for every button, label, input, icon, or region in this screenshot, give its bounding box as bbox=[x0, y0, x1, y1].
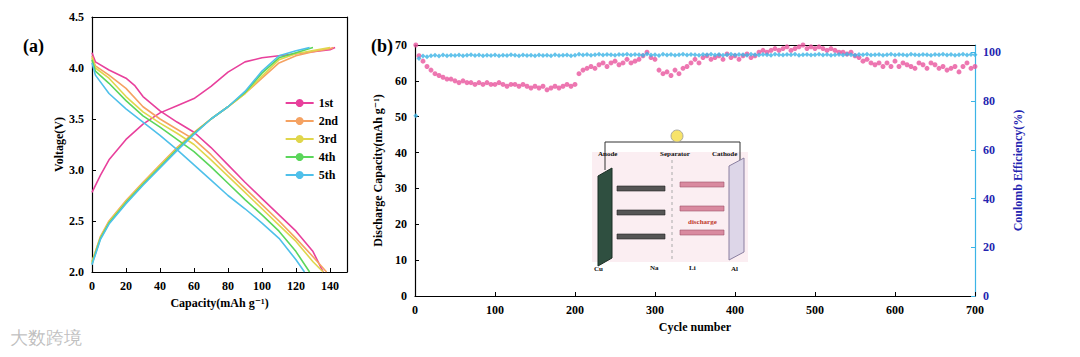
svg-text:60: 60 bbox=[395, 74, 407, 88]
svg-text:(a): (a) bbox=[23, 36, 44, 57]
svg-text:Coulomb Efficiency(%): Coulomb Efficiency(%) bbox=[1011, 110, 1025, 232]
svg-text:4.5: 4.5 bbox=[69, 10, 84, 24]
svg-text:20: 20 bbox=[395, 217, 407, 231]
svg-text:3rd: 3rd bbox=[319, 132, 337, 146]
svg-text:Anode: Anode bbox=[598, 150, 617, 158]
svg-text:120: 120 bbox=[287, 279, 305, 293]
svg-text:3.5: 3.5 bbox=[69, 112, 84, 126]
svg-text:Capacity(mAh g⁻¹): Capacity(mAh g⁻¹) bbox=[170, 296, 268, 310]
svg-text:0: 0 bbox=[983, 289, 989, 303]
svg-text:100: 100 bbox=[253, 279, 271, 293]
svg-text:40: 40 bbox=[983, 192, 995, 206]
svg-text:600: 600 bbox=[886, 303, 904, 317]
svg-text:Li: Li bbox=[689, 264, 696, 272]
svg-text:10: 10 bbox=[395, 253, 407, 267]
svg-text:70: 70 bbox=[395, 38, 407, 52]
svg-text:Cycle number: Cycle number bbox=[659, 320, 732, 334]
svg-text:20: 20 bbox=[120, 279, 132, 293]
svg-text:400: 400 bbox=[726, 303, 744, 317]
svg-text:(b): (b) bbox=[371, 36, 393, 57]
svg-text:Al: Al bbox=[731, 265, 738, 273]
svg-text:4.0: 4.0 bbox=[69, 61, 84, 75]
svg-text:5th: 5th bbox=[319, 168, 336, 182]
svg-text:2nd: 2nd bbox=[319, 114, 339, 128]
svg-text:Separator: Separator bbox=[660, 150, 690, 158]
svg-text:30: 30 bbox=[395, 181, 407, 195]
svg-text:Voltage(V): Voltage(V) bbox=[52, 117, 66, 172]
svg-text:3.0: 3.0 bbox=[69, 163, 84, 177]
svg-text:20: 20 bbox=[983, 240, 995, 254]
svg-text:1st: 1st bbox=[319, 96, 334, 110]
svg-text:2.5: 2.5 bbox=[69, 214, 84, 228]
svg-text:40: 40 bbox=[395, 146, 407, 160]
svg-text:4th: 4th bbox=[319, 150, 336, 164]
svg-text:Discharge Capacity(mAh g⁻¹): Discharge Capacity(mAh g⁻¹) bbox=[371, 94, 385, 247]
svg-text:0: 0 bbox=[401, 289, 407, 303]
svg-text:100: 100 bbox=[486, 303, 504, 317]
svg-text:80: 80 bbox=[983, 94, 995, 108]
svg-text:50: 50 bbox=[395, 110, 407, 124]
svg-text:0: 0 bbox=[89, 279, 95, 293]
svg-text:40: 40 bbox=[154, 279, 166, 293]
svg-text:80: 80 bbox=[222, 279, 234, 293]
svg-text:discharge: discharge bbox=[688, 218, 717, 226]
svg-text:Cu: Cu bbox=[594, 265, 603, 273]
svg-text:100: 100 bbox=[983, 45, 1001, 59]
svg-text:140: 140 bbox=[321, 279, 339, 293]
svg-text:500: 500 bbox=[806, 303, 824, 317]
svg-text:200: 200 bbox=[566, 303, 584, 317]
svg-text:60: 60 bbox=[983, 143, 995, 157]
svg-text:Cathode: Cathode bbox=[712, 150, 737, 158]
svg-text:60: 60 bbox=[188, 279, 200, 293]
svg-text:700: 700 bbox=[966, 303, 984, 317]
svg-text:300: 300 bbox=[646, 303, 664, 317]
svg-text:0: 0 bbox=[412, 303, 418, 317]
svg-text:大数跨境: 大数跨境 bbox=[10, 327, 82, 348]
svg-text:Na: Na bbox=[650, 264, 659, 272]
svg-text:2.0: 2.0 bbox=[69, 265, 84, 279]
